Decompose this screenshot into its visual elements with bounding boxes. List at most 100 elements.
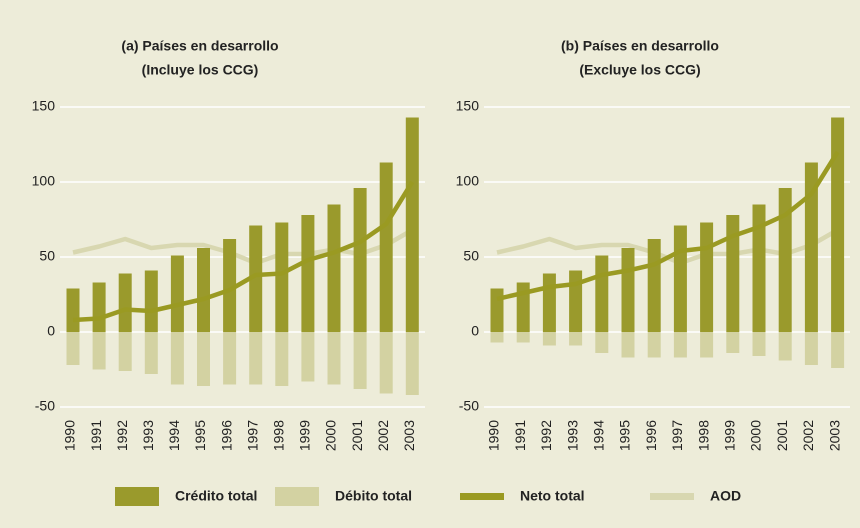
x-tick-label: 1995	[617, 420, 633, 451]
bar	[804, 332, 818, 365]
bar	[726, 215, 740, 332]
bar	[647, 239, 661, 332]
bar	[197, 332, 210, 386]
legend-swatch	[275, 487, 319, 506]
bar	[223, 332, 237, 385]
bar	[490, 288, 504, 332]
bar	[66, 288, 80, 332]
y-tick-label: -50	[459, 398, 479, 414]
bar	[673, 225, 687, 332]
bar	[804, 162, 818, 332]
bar	[353, 188, 367, 332]
bar	[490, 332, 504, 343]
x-tick-label: 2001	[774, 420, 790, 451]
bar	[726, 332, 740, 353]
legend-swatch	[460, 493, 504, 500]
bar	[249, 225, 263, 332]
bar	[92, 332, 106, 370]
bar	[405, 117, 419, 332]
x-tick-label: 1998	[695, 420, 711, 451]
x-tick-label: 2002	[375, 420, 391, 451]
x-tick-label: 2002	[800, 420, 816, 451]
bar	[569, 332, 583, 346]
bar	[778, 332, 792, 361]
x-tick-label: 2000	[748, 420, 764, 451]
y-tick-label: 50	[39, 248, 55, 264]
y-tick-label: 150	[32, 98, 56, 114]
x-tick-label: 1995	[192, 420, 208, 451]
bar	[327, 204, 341, 332]
x-tick-label: 2001	[349, 420, 365, 451]
bar	[569, 270, 583, 332]
bar	[673, 332, 687, 358]
legend-label: Neto total	[520, 488, 585, 504]
bar	[118, 332, 132, 371]
bar	[144, 270, 158, 332]
bar	[249, 332, 263, 385]
x-tick-label: 1999	[722, 420, 738, 451]
legend-label: Débito total	[335, 488, 412, 504]
x-tick-label: 1997	[244, 420, 260, 451]
bar	[379, 162, 393, 332]
x-tick-label: 1993	[140, 420, 156, 451]
legend-swatch	[115, 487, 159, 506]
bar	[170, 255, 184, 332]
x-tick-label: 1999	[297, 420, 313, 451]
bar	[223, 239, 237, 332]
bar	[542, 332, 556, 346]
y-tick-label: 100	[32, 173, 56, 189]
x-tick-label: 1996	[218, 420, 234, 451]
bar	[595, 332, 609, 353]
bar	[542, 273, 556, 332]
y-tick-label: -50	[35, 398, 55, 414]
bar	[831, 332, 845, 368]
bar	[301, 332, 315, 382]
bar	[197, 248, 210, 332]
bar	[66, 332, 80, 365]
legend-swatch	[650, 493, 694, 500]
bar	[170, 332, 184, 385]
line	[72, 180, 415, 323]
bar	[647, 332, 661, 358]
y-tick-label: 50	[463, 248, 479, 264]
x-tick-label: 1991	[88, 420, 104, 451]
bar	[275, 332, 289, 386]
legend-label: AOD	[710, 488, 741, 504]
bar	[621, 332, 635, 358]
x-tick-label: 1990	[486, 420, 502, 451]
bar	[700, 332, 714, 358]
x-tick-label: 1994	[591, 420, 607, 451]
x-tick-label: 2003	[826, 420, 842, 451]
chart-subtitle: (Excluye los CCG)	[579, 62, 700, 78]
x-tick-label: 1991	[512, 420, 528, 451]
x-tick-label: 1993	[564, 420, 580, 451]
chart-title: (b) Países en desarrollo	[561, 38, 719, 54]
chart-subtitle: (Incluye los CCG)	[142, 62, 259, 78]
bar	[144, 332, 158, 374]
y-tick-label: 0	[471, 323, 479, 339]
bar	[778, 188, 792, 332]
y-tick-label: 100	[456, 173, 480, 189]
bar	[353, 332, 367, 389]
bar	[752, 204, 766, 332]
x-tick-label: 1992	[538, 420, 554, 451]
bar	[752, 332, 766, 356]
bar	[92, 282, 106, 332]
x-tick-label: 1996	[643, 420, 659, 451]
chart-title: (a) Países en desarrollo	[121, 38, 278, 54]
x-tick-label: 1994	[166, 420, 182, 451]
x-tick-label: 2003	[401, 420, 417, 451]
x-tick-label: 1997	[669, 420, 685, 451]
bar	[595, 255, 609, 332]
bar	[516, 332, 530, 343]
x-tick-label: 1990	[62, 420, 78, 451]
line	[496, 150, 840, 302]
y-tick-label: 0	[47, 323, 55, 339]
bar	[405, 332, 419, 395]
x-tick-label: 1998	[271, 420, 287, 451]
bar	[379, 332, 393, 394]
bar	[700, 222, 714, 332]
y-tick-label: 150	[456, 98, 480, 114]
bar	[831, 117, 845, 332]
